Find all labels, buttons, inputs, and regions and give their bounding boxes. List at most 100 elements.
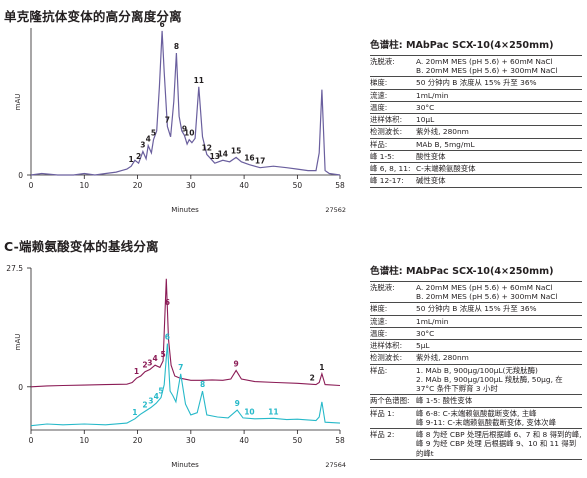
chart2-peak-label-top: 5 [161,350,166,359]
spec1-row-label: 样品: [370,139,388,149]
chart2-peak-label-bottom: 7 [178,363,183,372]
spec1-row: 峰 12-17: 碱性变体 [370,174,582,188]
spec2-row-label: 样品: [370,365,388,375]
chart1-title: 单克隆抗体变体的高分离度分离 [4,9,182,24]
chart2-x-tick-label: 10 [80,436,90,445]
spec2-row: 两个色谱图: 峰 1-5: 酸性变体 [370,394,582,406]
chart2-peak-label-bottom: 11 [268,407,278,416]
chart1-x-tick-label: 10 [80,181,90,190]
chart1-peak-label: 4 [146,135,151,144]
chart1-x-tick-label: 30 [186,181,196,190]
spec2-row: 样品: 1. MAb B, 900μg/100μL(无羧肽酶) 2. MAb B, … [370,363,582,395]
chart1-peak-label: 10 [184,129,194,138]
chart1-x-tick-label: 20 [133,181,143,190]
spec1-row-label: 洗脱液: [370,56,395,66]
chart2-peak-label-bottom: 10 [244,407,254,416]
spec2-row-value: 30°C [416,328,435,338]
spec1-row-value: MAb B, 5mg/mL [416,139,475,149]
chart1-peak-label: 11 [194,76,204,85]
chart2-peak-label-top: 9 [234,359,239,368]
chart2-y-tick-label: 27.5 [6,264,23,273]
spec2-row-label: 样品 2: [370,430,395,440]
spec2-row-label: 洗脱液: [370,282,395,292]
chart2-file-id: 27564 [325,461,346,469]
chart2-x-tick-label: 0 [29,436,34,445]
chart2-peak-label-bottom: 2 [142,400,147,409]
spec1-row: 洗脱液: A. 20mM MES (pH 5.6) + 60mM NaCl B. 2… [370,54,582,77]
spec2-row-value: A. 20mM MES (pH 5.6) + 60mM NaCl B. 20mM … [416,282,558,302]
spec2-row-label: 梯度: [370,304,388,314]
chart1-peak-label: 16 [244,154,254,163]
chart2-peak-label-top: 4 [153,354,158,363]
chart2-series-line-1 [30,278,341,388]
spec1-row-label: 梯度: [370,78,388,88]
chart2-peak-label-top: 2 [310,373,315,382]
chart2-peak-label-bottom: 8 [200,380,205,389]
chart1-peak-label: 14 [218,149,228,158]
chart2-x-tick-label: 20 [133,436,143,445]
chart2-series-line-2 [30,343,341,427]
spec2-row: 洗脱液: A. 20mM MES (pH 5.6) + 60mM NaCl B. 2… [370,280,582,303]
chart1-file-id: 27562 [325,206,346,214]
spec2-row: 样品 1: 峰 6-8: C-末端赖氨酸截断变体, 主峰峰 9-11: C-末端赖… [370,406,582,429]
chart2-peak-label-top: 1 [319,363,324,372]
chart2-x-tick-label: 50 [293,436,303,445]
spec2-row-label: 温度: [370,328,388,338]
spec2-row-label: 流速: [370,316,388,326]
chart2-x-tick-label: 30 [186,436,196,445]
spec2-row-value: 5μL [416,341,430,351]
chart1-peak-label: 3 [140,140,145,149]
spec1-row-label: 流速: [370,90,388,100]
chart1-peak-label: 17 [255,157,265,166]
spec1-row-value: C-末端赖氨酸变体 [416,164,476,174]
spec2-row-value: 1mL/min [416,316,449,326]
chart2-x-tick-label: 58 [335,436,345,445]
spec1-row: 梯度: 50 分钟内 B 浓度从 15% 升至 36% [370,76,582,88]
spec1-row-label: 峰 6, 8, 11: [370,164,411,174]
spec2-row-value: 1. MAb B, 900μg/100μL(无羧肽酶) 2. MAb B, 900… [416,365,563,394]
spec2-row: 梯度: 50 分钟内 B 浓度从 15% 升至 36% [370,302,582,314]
chart2-y-axis-label: mAU [14,334,22,351]
chart1-x-tick-label: 58 [335,181,345,190]
spec1-row: 检测波长: 紫外线, 280nm [370,125,582,137]
spec1-row-value: 10μL [416,115,435,125]
chart1-x-tick-label: 50 [293,181,303,190]
chart1-peak-label: 1 [129,155,134,164]
spec2-row-value: 峰 1-5: 酸性变体 [416,396,473,406]
chart2-peak-label-bottom: 6 [165,333,170,342]
chart2-x-axis-label: Minutes [171,461,199,469]
chart2-peak-label-bottom: 4 [154,392,159,401]
chart2-y-tick-label: 0 [18,383,23,392]
spec1-title: 色谱柱: MAbPac SCX-10(4×250mm) [370,40,554,51]
chart1-x-axis-label: Minutes [171,206,199,214]
spec2-row-label: 进样体积: [370,341,403,351]
spec1-row-value: 30°C [416,102,435,112]
chart1-peak-label: 15 [231,146,241,155]
spec2-row-label: 检测波长: [370,353,403,363]
spec1-row-value: 50 分钟内 B 浓度从 15% 升至 36% [416,78,537,88]
spec1-row: 峰 6, 8, 11: C-末端赖氨酸变体 [370,162,582,174]
spec2-row: 流速: 1mL/min [370,314,582,327]
spec2-row-value: 50 分钟内 B 浓度从 15% 升至 36% [416,304,537,314]
spec1-row-label: 峰 1-5: [370,151,395,161]
chart1-peak-label: 5 [151,129,156,138]
chart2-x-tick-label: 40 [239,436,249,445]
spec1-row-label: 进样体积: [370,115,403,125]
chart2-peak-label-bottom: 3 [148,397,153,406]
chart2-peak-label-top: 1 [134,367,139,376]
chart1-x-tick-label: 0 [29,181,34,190]
spec2-row: 温度: 30°C [370,326,582,339]
spec1-row: 流速: 1mL/min [370,88,582,101]
spec1-row-value: A. 20mM MES (pH 5.6) + 60mM NaCl B. 20mM … [416,56,558,76]
chart2-peak-label-bottom: 9 [235,399,240,408]
chart1-peak-label: 6 [159,20,164,29]
spec2-title: 色谱柱: MAbPac SCX-10(4×250mm) [370,266,554,277]
chart1-peak-label: 2 [136,152,141,161]
spec2-row-label: 两个色谱图: [370,396,410,406]
chart1-y-axis-label: mAU [14,94,22,111]
chart2-peak-label-bottom: 5 [158,387,163,396]
spec2-row-value: 紫外线, 280nm [416,353,469,363]
spec1-row-label: 峰 12-17: [370,176,404,186]
